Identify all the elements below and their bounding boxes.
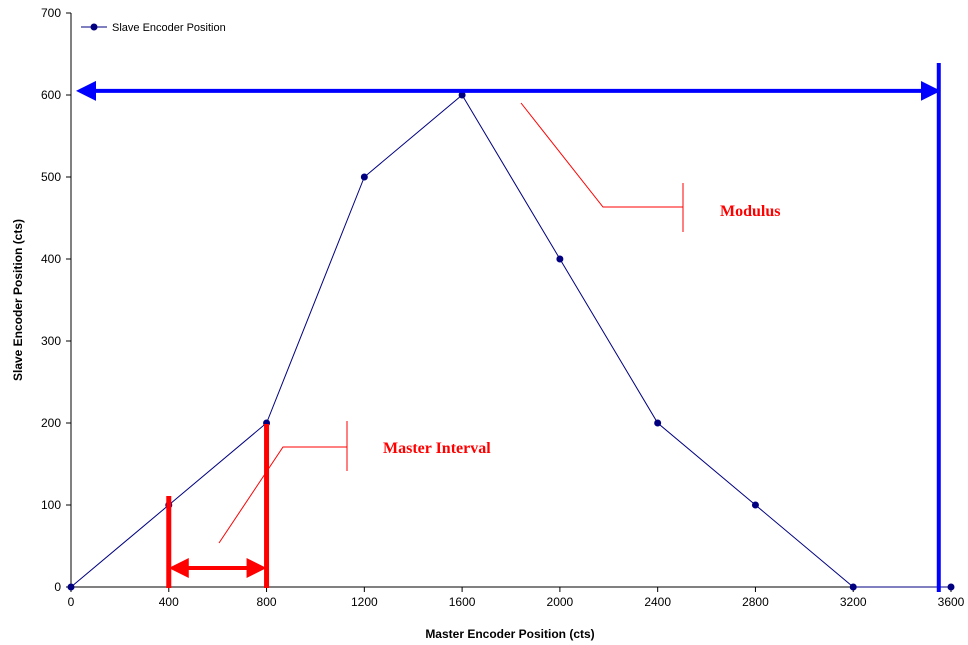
y-tick-label: 0	[54, 580, 61, 594]
series-line	[70, 94, 951, 588]
modulus-callout-line	[520, 102, 683, 208]
x-tick-label: 2800	[742, 595, 769, 609]
legend: Slave Encoder Position	[81, 22, 226, 34]
data-point	[556, 255, 564, 263]
data-point	[751, 501, 759, 509]
annotation-modulus: Modulus	[720, 203, 780, 220]
annotation-master-interval: Master Interval	[383, 440, 491, 457]
y-tick-label: 700	[41, 6, 61, 20]
y-tick-label: 400	[41, 252, 61, 266]
x-tick-label: 1600	[449, 595, 476, 609]
x-tick-label: 1200	[351, 595, 378, 609]
y-tick-label: 100	[41, 498, 61, 512]
x-tick-label: 800	[257, 595, 277, 609]
series-layer	[67, 91, 955, 591]
x-tick-label: 2000	[547, 595, 574, 609]
tick-labels: 0 100 200 300 400 500 600 700 0 400 800 1200 1600 200…	[41, 6, 965, 609]
data-point	[654, 419, 662, 427]
x-tick-label: 3200	[840, 595, 867, 609]
legend-label: Slave Encoder Position	[112, 22, 226, 34]
interval-callout-line	[218, 446, 347, 544]
y-tick-label: 200	[41, 416, 61, 430]
y-tick-label: 300	[41, 334, 61, 348]
data-point	[849, 583, 857, 591]
x-tick-label: 2400	[644, 595, 671, 609]
x-tick-label: 3600	[938, 595, 965, 609]
y-tick-label: 500	[41, 170, 61, 184]
data-point	[947, 583, 955, 591]
x-tick-label: 0	[68, 595, 75, 609]
axes	[66, 12, 952, 592]
y-axis-title: Slave Encoder Position (cts)	[11, 219, 25, 381]
x-axis-title: Master Encoder Position (cts)	[425, 627, 594, 641]
marker-layer	[76, 63, 941, 592]
y-tick-label: 600	[41, 88, 61, 102]
legend-marker	[90, 23, 98, 31]
x-tick-label: 400	[159, 595, 179, 609]
data-point	[360, 173, 368, 181]
data-point	[67, 583, 75, 591]
